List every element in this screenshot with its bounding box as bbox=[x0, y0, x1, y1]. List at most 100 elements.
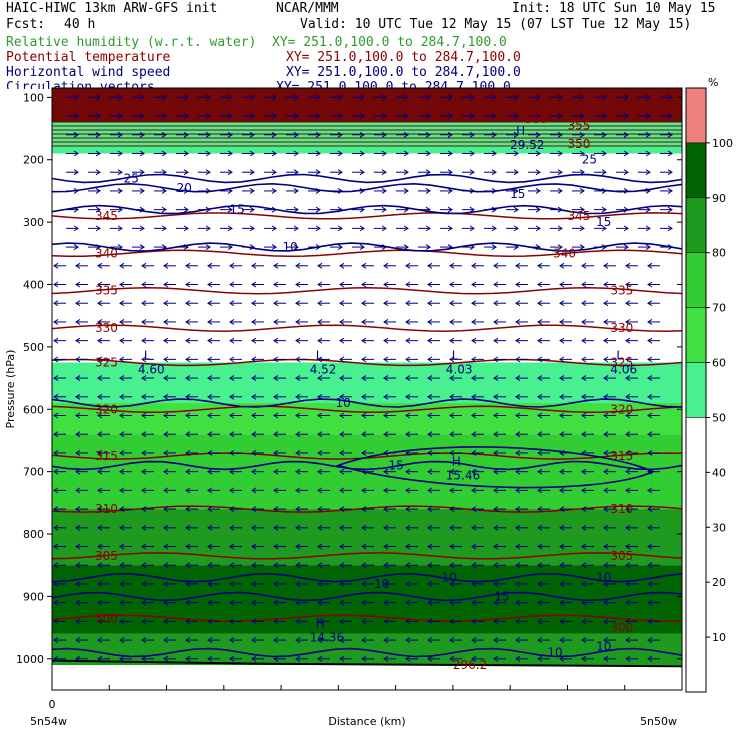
vector-head bbox=[53, 262, 59, 269]
vector-head bbox=[337, 94, 343, 101]
vector-arrow bbox=[97, 655, 110, 662]
rh-band-0 bbox=[52, 88, 682, 123]
vector-head bbox=[361, 618, 367, 625]
vector-arrow bbox=[308, 206, 321, 213]
vector-head bbox=[75, 450, 81, 456]
vector-head bbox=[97, 300, 103, 307]
vector-head bbox=[251, 655, 257, 662]
vector-head bbox=[383, 412, 389, 419]
vector-arrow bbox=[603, 599, 616, 606]
vector-head bbox=[53, 300, 59, 307]
vector-arrow bbox=[493, 562, 506, 569]
vector-arrow bbox=[308, 169, 321, 176]
vector-arrow bbox=[638, 94, 651, 101]
vector-arrow bbox=[141, 412, 154, 419]
vector-head bbox=[337, 244, 343, 251]
vector-arrow bbox=[295, 281, 308, 288]
vector-arrow bbox=[616, 131, 629, 138]
ground-line bbox=[51, 659, 683, 668]
vector-arrow bbox=[396, 206, 409, 213]
vector-arrow bbox=[594, 225, 607, 232]
vector-head bbox=[315, 225, 321, 232]
vector-head bbox=[95, 131, 101, 138]
vector-head bbox=[251, 431, 257, 438]
vector-arrow bbox=[383, 599, 396, 606]
vector-arrow bbox=[550, 225, 563, 232]
vector-head bbox=[251, 450, 257, 456]
vector-head bbox=[53, 599, 59, 606]
vector-arrow bbox=[295, 506, 308, 513]
vector-arrow bbox=[647, 524, 660, 531]
vector-arrow bbox=[449, 281, 462, 288]
vector-arrow bbox=[427, 637, 440, 644]
vector-arrow bbox=[471, 581, 484, 587]
vector-head bbox=[205, 94, 211, 101]
vector-head bbox=[163, 300, 169, 307]
vector-arrow bbox=[264, 244, 277, 251]
vector-arrow bbox=[537, 562, 550, 569]
vector-head bbox=[117, 188, 123, 194]
vector-head bbox=[53, 375, 59, 382]
vector-head bbox=[139, 206, 145, 213]
vector-arrow bbox=[141, 375, 154, 382]
vector-head bbox=[315, 94, 321, 101]
vector-head bbox=[537, 337, 543, 344]
vector-head bbox=[667, 244, 673, 251]
vector-arrow bbox=[660, 169, 673, 176]
vector-head bbox=[603, 356, 609, 363]
vector-head bbox=[295, 319, 301, 325]
vector-arrow bbox=[405, 412, 418, 419]
vector-arrow bbox=[229, 300, 242, 307]
vector-head bbox=[207, 618, 213, 625]
extremum-mark: L bbox=[316, 348, 323, 362]
vector-head bbox=[339, 319, 345, 325]
vector-head bbox=[73, 150, 79, 157]
vector-arrow bbox=[528, 113, 541, 119]
vector-head bbox=[139, 131, 145, 138]
vector-head bbox=[535, 169, 541, 176]
vector-head bbox=[559, 487, 565, 494]
vector-arrow bbox=[97, 262, 110, 269]
vector-head bbox=[625, 431, 631, 438]
vector-arrow bbox=[330, 131, 343, 138]
vector-arrow bbox=[449, 487, 462, 494]
vector-arrow bbox=[251, 468, 264, 475]
vector-head bbox=[667, 131, 673, 138]
vector-arrow bbox=[493, 300, 506, 307]
vector-head bbox=[381, 113, 387, 119]
vector-arrow bbox=[75, 599, 88, 606]
vector-head bbox=[185, 337, 191, 344]
vector-head bbox=[601, 206, 607, 213]
vector-head bbox=[207, 412, 213, 419]
vector-head bbox=[315, 150, 321, 157]
vector-arrow bbox=[440, 169, 453, 176]
vector-arrow bbox=[119, 637, 132, 644]
vector-arrow bbox=[515, 412, 528, 419]
vector-arrow bbox=[185, 337, 198, 344]
vector-arrow bbox=[97, 393, 110, 400]
vector-head bbox=[295, 543, 301, 550]
vector-head bbox=[361, 356, 367, 363]
vector-head bbox=[317, 599, 323, 606]
vector-arrow bbox=[581, 393, 594, 400]
vector-arrow bbox=[493, 412, 506, 419]
vector-head bbox=[581, 412, 587, 419]
vector-head bbox=[449, 581, 455, 587]
vector-head bbox=[647, 506, 653, 513]
vector-head bbox=[493, 637, 499, 644]
vector-arrow bbox=[119, 319, 132, 325]
vector-head bbox=[405, 581, 411, 587]
vector-arrow bbox=[581, 543, 594, 550]
vector-arrow bbox=[493, 487, 506, 494]
vector-head bbox=[95, 150, 101, 157]
vector-arrow bbox=[638, 169, 651, 176]
colorbar-tick-label: 90 bbox=[712, 192, 726, 205]
vector-arrow bbox=[53, 356, 66, 363]
vector-head bbox=[581, 506, 587, 513]
vector-head bbox=[73, 94, 79, 101]
vector-arrow bbox=[383, 262, 396, 269]
vector-arrow bbox=[207, 337, 220, 344]
vector-head bbox=[317, 450, 323, 456]
vector-arrow bbox=[176, 206, 189, 213]
vector-head bbox=[293, 225, 299, 232]
